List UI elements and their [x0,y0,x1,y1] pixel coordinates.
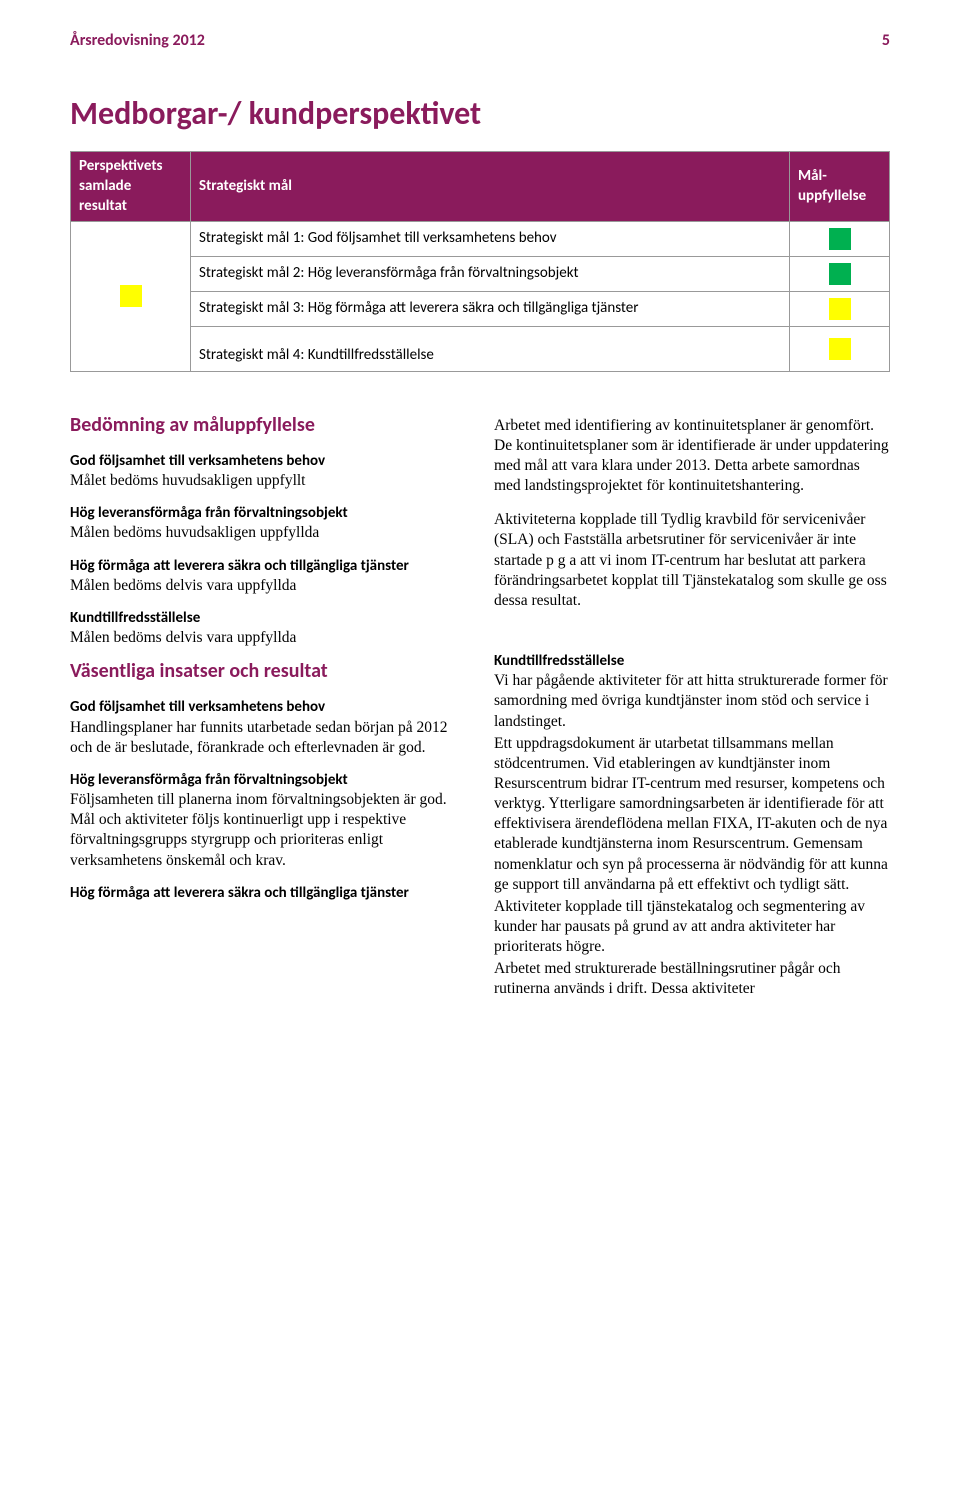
sub-heading: Hög leveransförmåga från förvaltningsobj… [70,503,466,523]
goal-status-cell [790,326,890,371]
two-column-content: Bedömning av måluppfyllelse God följsamh… [70,402,890,1000]
right-column: Arbetet med identifiering av kontinuitet… [494,402,890,1000]
body-text: Vi har pågående aktiviteter för att hitt… [494,671,890,731]
doc-title: Årsredovisning 2012 [70,30,205,52]
status-indicator [829,228,851,250]
body-text: Målen bedöms delvis vara uppfyllda [70,628,466,648]
page-header: Årsredovisning 2012 5 [70,30,890,52]
sub-heading: God följsamhet till verksamhetens behov [70,451,466,471]
table-row: Strategiskt mål 3: Hög förmåga att lever… [71,291,890,326]
sub-heading: Kundtillfredsställelse [70,608,466,628]
left-column: Bedömning av måluppfyllelse God följsamh… [70,402,466,1000]
table-row: Strategiskt mål 1: God följsamhet till v… [71,221,890,256]
goal-status-cell [790,221,890,256]
body-text: Aktiviteterna kopplade till Tydlig kravb… [494,510,890,611]
table-row: Strategiskt mål 4: Kundtillfredsställels… [71,326,890,371]
th-perspective: Perspektivets samlade resultat [71,151,191,221]
section-heading-bedomning: Bedömning av måluppfyllelse [70,412,466,439]
main-heading: Medborgar-/ kundperspektivet [70,92,890,135]
status-indicator [829,298,851,320]
body-text: Följsamheten till planerna inom förvaltn… [70,790,466,871]
table-row: Strategiskt mål 2: Hög leveransförmåga f… [71,256,890,291]
body-text: Ett uppdragsdokument är utarbetat tillsa… [494,734,890,895]
status-indicator [829,263,851,285]
perspective-status-cell [71,221,191,371]
goals-table: Perspektivets samlade resultat Strategis… [70,151,890,372]
body-text: Arbetet med identifiering av kontinuitet… [494,416,890,497]
page-number: 5 [882,30,890,52]
body-text: Målen bedöms delvis vara uppfyllda [70,576,466,596]
th-goal: Strategiskt mål [191,151,790,221]
th-status: Mål- uppfyllelse [790,151,890,221]
section-heading-vasentliga: Väsentliga insatser och resultat [70,658,466,685]
goal-text: Strategiskt mål 2: Hög leveransförmåga f… [191,256,790,291]
body-text: Målet bedöms huvudsakligen uppfyllt [70,471,466,491]
body-text: Handlingsplaner har funnits utarbetade s… [70,718,466,758]
sub-heading: Hög leveransförmåga från förvaltningsobj… [70,770,466,790]
goal-text: Strategiskt mål 3: Hög förmåga att lever… [191,291,790,326]
status-indicator [829,338,851,360]
body-text: Arbetet med strukturerade beställningsru… [494,959,890,999]
goal-status-cell [790,291,890,326]
body-text: Aktiviteter kopplade till tjänstekatalog… [494,897,890,957]
sub-heading: Kundtillfredsställelse [494,651,890,671]
goal-status-cell [790,256,890,291]
sub-heading: Hög förmåga att leverera säkra och tillg… [70,556,466,576]
sub-heading: Hög förmåga att leverera säkra och tillg… [70,883,466,903]
sub-heading: God följsamhet till verksamhetens behov [70,697,466,717]
status-indicator [120,285,142,307]
body-text: Målen bedöms huvudsakligen uppfyllda [70,523,466,543]
goal-text: Strategiskt mål 4: Kundtillfredsställels… [191,326,790,371]
goal-text: Strategiskt mål 1: God följsamhet till v… [191,221,790,256]
